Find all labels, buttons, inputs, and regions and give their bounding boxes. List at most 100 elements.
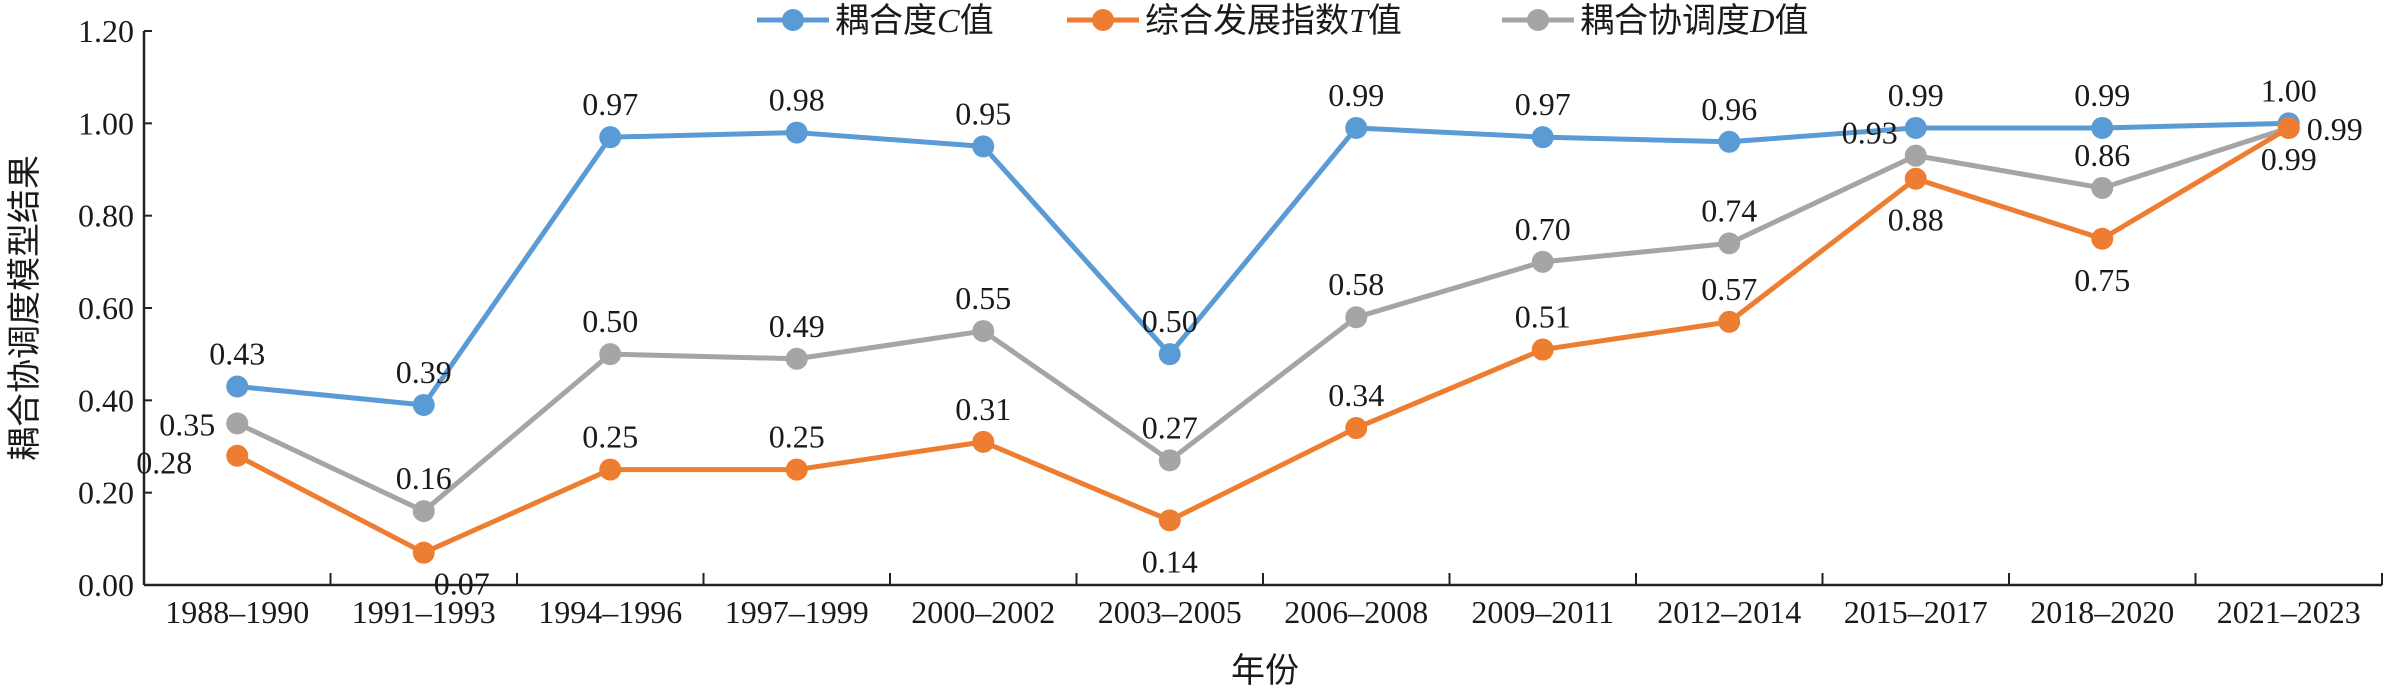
x-axis: 1988–1990 1991–1993 1994–1996 1997–1999 2000… bbox=[144, 573, 2383, 630]
x-tick-label: 1997–1999 bbox=[725, 594, 869, 630]
legend-item-C: 耦合度C值 bbox=[757, 2, 994, 40]
data-label: 0.07 bbox=[434, 566, 490, 602]
x-axis-title: 年份 bbox=[1231, 652, 1299, 690]
series-line-C bbox=[237, 120, 2289, 408]
data-label: 0.96 bbox=[1701, 91, 1757, 127]
data-label: 0.43 bbox=[209, 335, 265, 371]
data-point-T bbox=[2277, 116, 2300, 139]
legend-item-D: 耦合协调度D值 bbox=[1502, 2, 1809, 40]
series-line-T bbox=[236, 125, 2291, 556]
x-tick-label: 2000–2002 bbox=[911, 594, 1055, 630]
x-tick-label: 2021–2023 bbox=[2217, 594, 2361, 630]
x-tick-label: 1988–1990 bbox=[165, 594, 309, 630]
data-label: 0.97 bbox=[582, 86, 638, 122]
data-point-D bbox=[1904, 144, 1927, 167]
data-label: 0.93 bbox=[1842, 115, 1898, 151]
data-point-T bbox=[1531, 338, 1554, 361]
data-label: 0.95 bbox=[955, 95, 1011, 131]
data-point-T bbox=[785, 458, 808, 481]
legend-swatch-marker bbox=[1092, 9, 1114, 31]
data-point-D bbox=[785, 347, 808, 370]
data-label: 0.28 bbox=[136, 445, 192, 481]
data-point-C bbox=[226, 375, 249, 398]
data-label: 0.99 bbox=[2074, 77, 2130, 113]
data-point-C bbox=[1345, 116, 1368, 139]
data-point-D bbox=[1531, 250, 1554, 273]
data-point-C bbox=[972, 135, 995, 158]
data-point-C bbox=[412, 393, 435, 416]
x-tick-label: 2012–2014 bbox=[1657, 594, 1801, 630]
legend-label: 耦合度C值 bbox=[835, 2, 994, 40]
legend-item-T: 综合发展指数T值 bbox=[1067, 2, 1402, 40]
data-point-T bbox=[226, 444, 249, 467]
x-tick-label: 1994–1996 bbox=[538, 594, 682, 630]
data-label: 0.99 bbox=[1888, 77, 1944, 113]
y-axis-title: 耦合协调度模型结果 bbox=[6, 155, 44, 461]
data-point-C bbox=[1531, 126, 1554, 149]
series-layer bbox=[226, 112, 2300, 564]
data-label: 0.74 bbox=[1701, 192, 1757, 228]
data-labels: 0.43 0.39 0.97 0.98 0.95 0.50 0.99 0.97 0.96 0.99… bbox=[136, 72, 2363, 601]
y-tick-label: 1.20 bbox=[78, 13, 134, 49]
data-label: 0.49 bbox=[769, 308, 825, 344]
data-point-D bbox=[599, 343, 622, 366]
data-label: 0.97 bbox=[1515, 86, 1571, 122]
data-label: 0.25 bbox=[582, 419, 638, 455]
data-label: 0.31 bbox=[955, 391, 1011, 427]
data-label: 0.16 bbox=[396, 460, 452, 496]
data-label: 0.25 bbox=[769, 419, 825, 455]
data-label: 0.75 bbox=[2074, 262, 2130, 298]
data-point-C bbox=[1904, 116, 1927, 139]
data-point-T bbox=[599, 458, 622, 481]
x-tick-label: 2006–2008 bbox=[1284, 594, 1428, 630]
data-label: 0.27 bbox=[1142, 409, 1198, 445]
data-label: 0.99 bbox=[1328, 77, 1384, 113]
data-point-T bbox=[972, 430, 995, 453]
legend: 耦合度C值 综合发展指数T值 耦合协调度D值 bbox=[757, 2, 1809, 40]
data-label: 0.50 bbox=[582, 303, 638, 339]
data-label: 0.99 bbox=[2261, 141, 2317, 177]
data-label: 0.14 bbox=[1142, 543, 1198, 579]
legend-label: 综合发展指数T值 bbox=[1145, 2, 1402, 40]
data-label: 0.58 bbox=[1328, 266, 1384, 302]
x-tick-label: 1991–1993 bbox=[352, 594, 496, 630]
data-point-D bbox=[1718, 232, 1741, 255]
legend-label: 耦合协调度D值 bbox=[1580, 2, 1809, 40]
y-tick-label: 0.00 bbox=[78, 567, 134, 603]
data-label: 0.98 bbox=[769, 82, 825, 118]
y-tick-label: 0.40 bbox=[78, 382, 134, 418]
data-label: 0.86 bbox=[2074, 137, 2130, 173]
x-tick-label: 2015–2017 bbox=[1844, 594, 1988, 630]
data-point-C bbox=[1718, 130, 1741, 153]
data-point-T bbox=[1345, 417, 1368, 440]
data-label: 0.51 bbox=[1515, 299, 1571, 335]
data-point-C bbox=[785, 121, 808, 144]
data-point-C bbox=[2091, 116, 2114, 139]
series-line-D bbox=[236, 125, 2290, 514]
data-label: 0.50 bbox=[1142, 303, 1198, 339]
data-point-C bbox=[1158, 343, 1181, 366]
data-point-D bbox=[226, 412, 249, 435]
data-point-D bbox=[972, 320, 995, 343]
data-label: 0.55 bbox=[955, 280, 1011, 316]
data-point-C bbox=[599, 126, 622, 149]
data-label: 0.57 bbox=[1701, 271, 1757, 307]
data-point-T bbox=[412, 541, 435, 564]
y-tick-label: 1.00 bbox=[78, 105, 134, 141]
y-tick-label: 0.20 bbox=[78, 475, 134, 511]
y-tick-label: 0.80 bbox=[78, 198, 134, 234]
data-label: 0.70 bbox=[1515, 211, 1571, 247]
data-point-D bbox=[2091, 176, 2114, 199]
y-axis: 0.00 0.20 0.40 0.60 0.80 1.00 1.20 bbox=[78, 13, 152, 603]
y-tick-label: 0.60 bbox=[78, 290, 134, 326]
data-point-D bbox=[412, 500, 435, 523]
data-label: 0.99 bbox=[2307, 111, 2363, 147]
data-point-T bbox=[2091, 227, 2114, 250]
x-tick-label: 2009–2011 bbox=[1471, 594, 1614, 630]
data-label: 1.00 bbox=[2261, 72, 2317, 108]
legend-swatch-marker bbox=[782, 9, 804, 31]
data-label: 0.35 bbox=[159, 406, 215, 442]
data-point-D bbox=[1345, 306, 1368, 329]
data-point-T bbox=[1904, 167, 1927, 190]
